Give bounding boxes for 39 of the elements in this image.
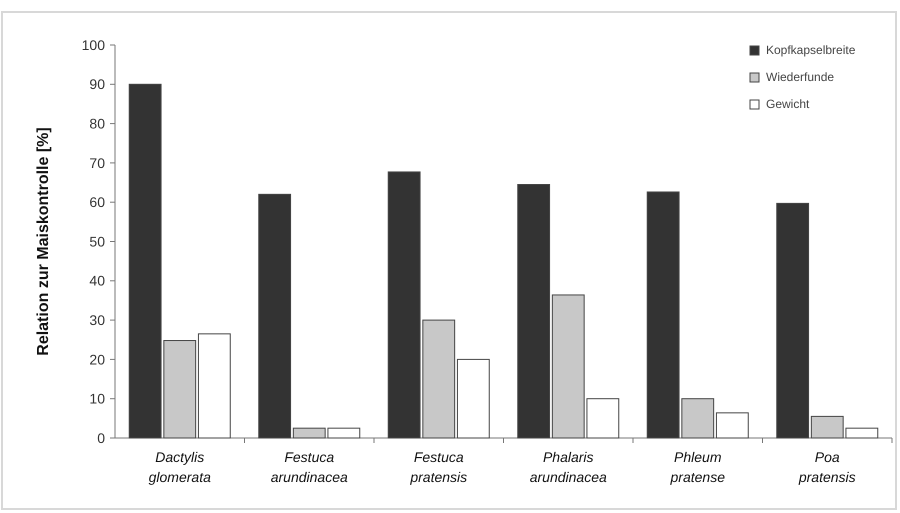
bar [810, 416, 844, 438]
bar [646, 191, 680, 438]
y-tick-label: 90 [89, 76, 106, 92]
legend-label: Wiederfunde [766, 70, 834, 84]
bar [292, 428, 326, 438]
y-tick-label: 70 [89, 154, 106, 171]
bar [327, 428, 360, 438]
y-tick-label: 100 [82, 36, 106, 53]
bar [552, 294, 585, 438]
x-tick-label: Festuca arundinacea [270, 449, 348, 485]
y-tick-label: 40 [89, 272, 106, 289]
y-tick-label: 30 [89, 312, 106, 328]
y-axis-title: Relation zur Maiskontrolle [%] [35, 127, 52, 356]
y-tick-label: 0 [97, 430, 106, 446]
y-tick-label: 80 [89, 116, 106, 132]
bar [517, 184, 550, 438]
x-tick-label: Phleum pratense [670, 449, 726, 485]
y-tick-label: 20 [89, 351, 106, 368]
bar [163, 340, 196, 438]
bar [845, 428, 878, 438]
bar [456, 358, 490, 438]
bar [716, 412, 749, 438]
x-tick-label: Dactylis glomerata [148, 449, 212, 485]
x-tick-label: Phalaris arundinacea [530, 449, 607, 485]
y-tick-label: 50 [89, 233, 106, 250]
x-tick-label: Festuca pratensis [409, 449, 468, 485]
bar [776, 202, 810, 438]
bar [422, 320, 456, 438]
legend-label: Gewicht [766, 97, 810, 112]
y-tick-label: 60 [89, 194, 106, 210]
bar [258, 194, 292, 438]
bar [681, 398, 714, 438]
bar [198, 333, 231, 438]
y-tick-label: 10 [89, 390, 106, 407]
bar [586, 398, 620, 438]
bar [388, 171, 421, 438]
legend-label: Kopfkapselbreite [766, 43, 856, 58]
x-tick-label: Poa pratensis [798, 449, 856, 485]
bar [128, 84, 162, 438]
